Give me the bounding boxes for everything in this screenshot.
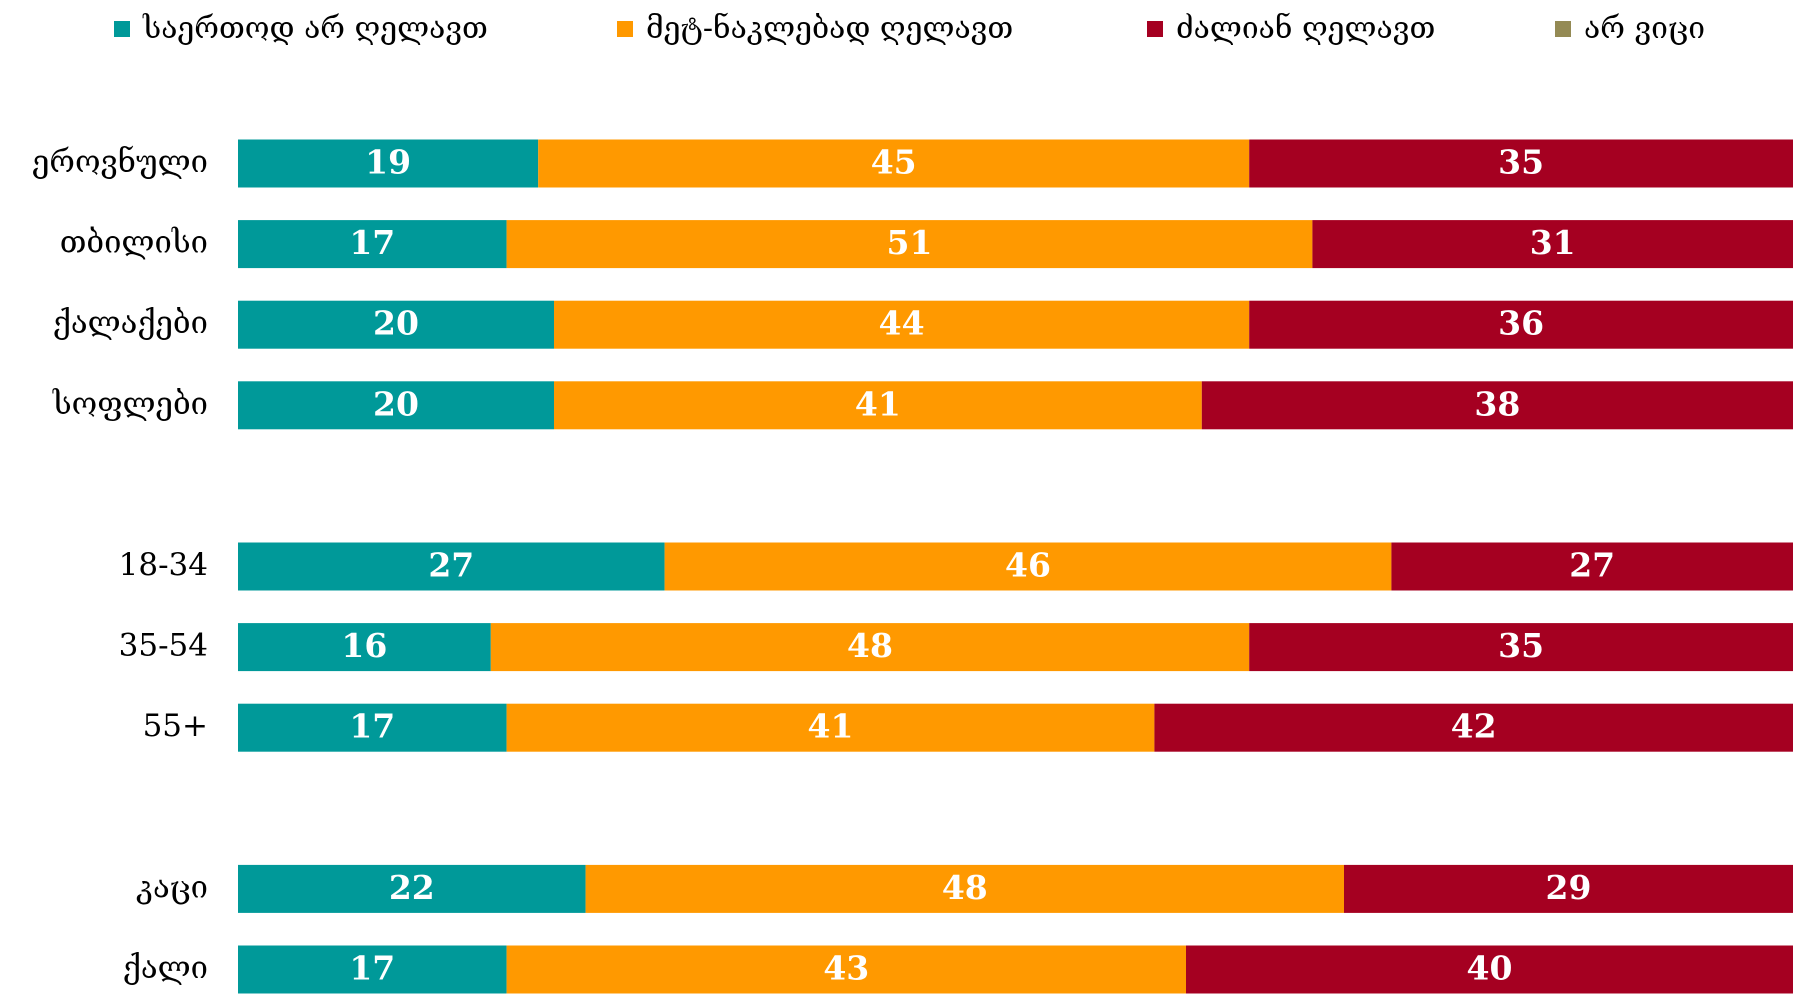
value-label: 46 [1005,546,1051,585]
value-label: 17 [349,707,395,746]
value-label: 48 [847,626,893,665]
bar-segment [1391,542,1793,591]
bar-segment [1154,703,1793,752]
value-label: 40 [1467,949,1513,988]
value-label: 41 [855,384,901,423]
bar-segment [238,139,539,188]
legend-label: არ ვიცი [1584,11,1705,46]
bar-segment [664,542,1392,591]
value-label: 38 [1474,384,1520,423]
bar-segment [238,220,507,269]
category-label: ქალი [123,950,208,986]
bar-segment [1201,381,1793,430]
bar-segment [1312,220,1793,269]
value-label: 43 [823,949,869,988]
bar-segment [238,864,586,913]
legend-swatch [617,21,633,37]
category-label: 18-34 [119,547,208,583]
value-label: 42 [1451,707,1497,746]
bar-segment [238,542,665,591]
bar-segment [1249,300,1793,349]
category-label: 35-54 [119,628,208,664]
value-label: 51 [887,223,933,262]
bar-segment [506,220,1313,269]
value-label: 35 [1498,626,1544,665]
bar-segment [238,623,491,672]
bar-segment [506,703,1155,752]
bar-segment [238,381,554,430]
bar-segment [238,300,554,349]
value-label: 48 [942,868,988,907]
category-label: კაცი [136,869,208,905]
value-label: 29 [1546,868,1592,907]
value-label: 44 [879,304,925,343]
legend-label: მეტ-ნაკლებად ღელავთ [646,11,1013,46]
legend-label: საერთოდ არ ღელავთ [142,11,488,46]
bar-segment [1186,945,1793,994]
bar-segment [506,945,1187,994]
value-label: 27 [1569,546,1615,585]
bar-segment [490,623,1250,672]
category-label: თბილისი [60,225,208,261]
value-label: 16 [341,626,387,665]
category-label: ქალაქები [53,305,208,341]
value-label: 31 [1530,223,1576,262]
category-label: ეროვნული [32,144,208,180]
value-label: 45 [871,143,917,182]
value-label: 22 [389,868,435,907]
bar-segment [554,381,1202,430]
value-label: 20 [373,304,419,343]
bar-segment [538,139,1250,188]
value-label: 20 [373,384,419,423]
bar-segment [585,864,1344,913]
value-label: 17 [349,223,395,262]
bar-segment [554,300,1250,349]
value-label: 36 [1498,304,1544,343]
bar-segment [1249,623,1793,672]
legend-swatch [1147,21,1163,37]
legend-swatch [114,21,130,37]
bar-segment [238,945,507,994]
bar-segment [1249,139,1793,188]
bar-segment [1344,864,1793,913]
legend-swatch [1555,21,1571,37]
value-label: 19 [365,143,411,182]
category-label: 55+ [143,708,208,744]
value-label: 41 [808,707,854,746]
legend-label: ძალიან ღელავთ [1176,11,1435,46]
bar-segment [238,703,507,752]
value-label: 27 [428,546,474,585]
value-label: 17 [349,949,395,988]
category-label: სოფლები [52,386,208,422]
value-label: 35 [1498,143,1544,182]
